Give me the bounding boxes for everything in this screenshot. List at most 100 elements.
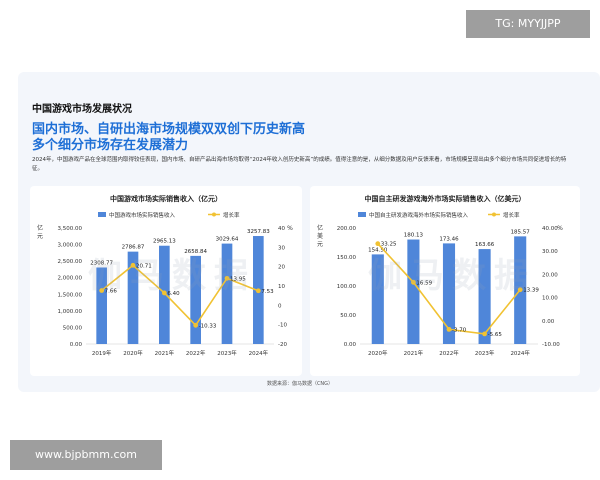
- chart-title-overseas: 中国自主研发游戏海外市场实际销售收入（亿美元）: [364, 195, 526, 203]
- bar: [221, 243, 233, 344]
- bar: [478, 249, 491, 344]
- right-tick-label: -10.00: [542, 342, 560, 348]
- bar: [407, 239, 420, 344]
- growth-value-label: 7.53: [261, 289, 274, 295]
- left-tick-label: 500.00: [63, 325, 83, 331]
- legend-bar-swatch: [358, 212, 366, 217]
- legend-line-label: 增长率: [503, 211, 520, 219]
- right-axis-unit: %: [287, 225, 293, 232]
- left-tick-label: 150.00: [337, 255, 357, 261]
- x-tick-label: 2023年: [475, 349, 495, 357]
- x-tick-label: 2022年: [186, 349, 206, 357]
- bar: [127, 251, 139, 344]
- right-axis-unit: %: [557, 225, 563, 232]
- left-tick-label: 0.00: [70, 342, 83, 348]
- legend-bar-label: 中国游戏市场实际销售收入: [109, 211, 176, 219]
- bar-value-label: 2308.77: [90, 260, 113, 266]
- growth-point: [411, 279, 416, 285]
- chart-panel-domestic: 中国游戏市场实际销售收入（亿元） 中国游戏市场实际销售收入 增长率亿元% 0.00 5…: [30, 186, 302, 376]
- bar-value-label: 3029.64: [216, 237, 239, 243]
- right-tick-label: 0: [278, 303, 282, 309]
- legend-bar-label: 中国自主研发游戏海外市场实际销售收入: [369, 211, 469, 219]
- legend-bar-swatch: [98, 212, 106, 217]
- bar-value-label: 163.66: [475, 242, 495, 248]
- right-tick-label: 40.00: [542, 226, 558, 232]
- bar-value-label: 2658.84: [184, 249, 207, 255]
- growth-point: [517, 287, 523, 293]
- x-tick-label: 2024年: [510, 349, 530, 357]
- growth-value-label: 20.71: [136, 263, 152, 269]
- growth-point: [99, 288, 105, 293]
- left-tick-label: 1,500.00: [58, 292, 83, 298]
- bar-value-label: 180.13: [404, 233, 424, 239]
- growth-point: [375, 241, 381, 247]
- left-tick-label: 2,500.00: [58, 259, 83, 265]
- growth-value-label: -3.70: [452, 327, 467, 333]
- headline: 国内市场、自研出海市场规模双双创下历史新高 多个细分市场存在发展潜力: [32, 122, 552, 154]
- bar-value-label: 185.57: [511, 229, 531, 235]
- x-tick-label: 2019年: [92, 349, 112, 357]
- growth-value-label: 6.40: [167, 291, 180, 297]
- growth-value-label: -10.33: [199, 323, 217, 329]
- x-tick-label: 2024年: [249, 349, 269, 357]
- left-tick-label: 3,000.00: [58, 243, 83, 249]
- right-tick-label: -10: [278, 323, 287, 329]
- left-tick-label: 100.00: [337, 284, 357, 290]
- growth-value-label: 13.39: [523, 288, 539, 294]
- growth-line: [101, 264, 259, 327]
- left-tick-label: 1,000.00: [58, 309, 83, 315]
- left-tick-label: 2,000.00: [58, 276, 83, 282]
- growth-point: [446, 326, 452, 332]
- bar-value-label: 2965.13: [153, 239, 176, 245]
- growth-value-label: -5.65: [488, 332, 503, 338]
- tg-badge: TG: MYYJJPP: [466, 10, 590, 38]
- bar: [442, 243, 456, 344]
- x-tick-label: 2021年: [404, 349, 424, 357]
- bar-value-label: 154.50: [368, 247, 388, 253]
- chart-title-domestic: 中国游戏市场实际销售收入（亿元）: [110, 195, 222, 203]
- headline-line-1: 国内市场、自研出海市场规模双双创下历史新高: [32, 122, 306, 137]
- growth-value-label: 7.66: [105, 289, 118, 295]
- bar: [371, 254, 384, 344]
- bar-value-label: 173.46: [439, 236, 459, 242]
- right-tick-label: 20: [278, 265, 285, 271]
- left-axis-unit-char: 亿: [37, 224, 43, 232]
- right-tick-label: 30.00: [542, 249, 558, 255]
- legend-line-label: 增长率: [223, 211, 240, 219]
- bar: [190, 255, 201, 344]
- growth-point: [482, 331, 487, 337]
- growth-point: [193, 322, 199, 328]
- section-title: 中国游戏市场发展状况: [32, 104, 132, 115]
- url-badge: www.bjpbmm.com: [10, 440, 162, 470]
- left-tick-label: 50.00: [340, 313, 356, 319]
- growth-point: [130, 262, 136, 268]
- chart-panel-overseas: 中国自主研发游戏海外市场实际销售收入（亿美元） 中国自主研发游戏海外市场实际销售…: [310, 186, 580, 376]
- right-tick-label: 30: [278, 245, 285, 251]
- left-tick-label: 3,500.00: [58, 226, 83, 232]
- data-source: 数据来源：伽马数据（CNG）: [266, 381, 334, 387]
- right-tick-label: 40: [278, 226, 285, 232]
- left-axis-unit-char: 美: [317, 232, 323, 240]
- legend-line-marker: [492, 212, 496, 217]
- bar-value-label: 2786.87: [122, 245, 145, 251]
- bar-value-label: 3257.83: [247, 229, 270, 235]
- right-tick-label: 10.00: [542, 296, 558, 302]
- growth-point: [224, 275, 230, 281]
- x-tick-label: 2020年: [123, 349, 143, 357]
- growth-value-label: 13.95: [230, 276, 246, 282]
- left-tick-label: 200.00: [337, 226, 357, 232]
- right-tick-label: 20.00: [542, 272, 558, 278]
- description: 2024年，中国游戏产品在全球范围内取得较佳表现，国内市场、自研产品出海市场均取…: [32, 157, 567, 172]
- left-axis-unit-char: 元: [317, 241, 323, 248]
- growth-point: [161, 290, 167, 296]
- headline-line-2: 多个细分市场存在发展潜力: [32, 138, 189, 153]
- x-tick-label: 2021年: [155, 349, 175, 357]
- right-tick-label: 0.00: [542, 319, 555, 325]
- right-tick-label: -20: [278, 342, 287, 348]
- x-tick-label: 2022年: [439, 349, 459, 357]
- bar: [96, 267, 107, 344]
- legend-line-marker: [212, 212, 216, 217]
- growth-value-label: 16.59: [416, 280, 432, 286]
